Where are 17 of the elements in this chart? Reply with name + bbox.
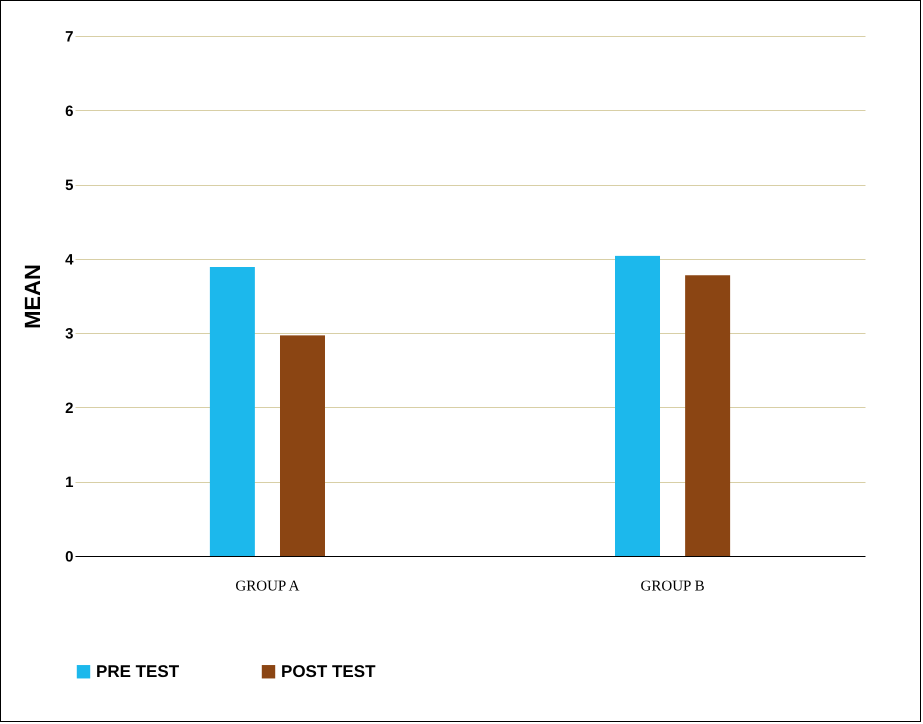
bar [685, 275, 730, 556]
bar [210, 267, 255, 556]
y-tick-label: 0 [65, 548, 74, 566]
y-tick-label: 3 [65, 326, 74, 343]
legend-label: PRE TEST [96, 662, 180, 681]
legend-label: POST TEST [281, 662, 376, 681]
bar [615, 256, 660, 556]
y-tick-label: 1 [65, 474, 74, 492]
x-tick-label: GROUP B [640, 578, 705, 594]
y-tick-label: 2 [65, 400, 74, 417]
y-tick-label: 6 [65, 102, 74, 120]
bar [280, 335, 325, 556]
y-tick-label: 4 [65, 251, 74, 268]
y-axis-title: MEAN [20, 264, 46, 329]
y-tick-label: 5 [65, 177, 74, 194]
y-tick-label: 7 [65, 28, 74, 46]
x-tick-label: GROUP A [235, 578, 300, 594]
